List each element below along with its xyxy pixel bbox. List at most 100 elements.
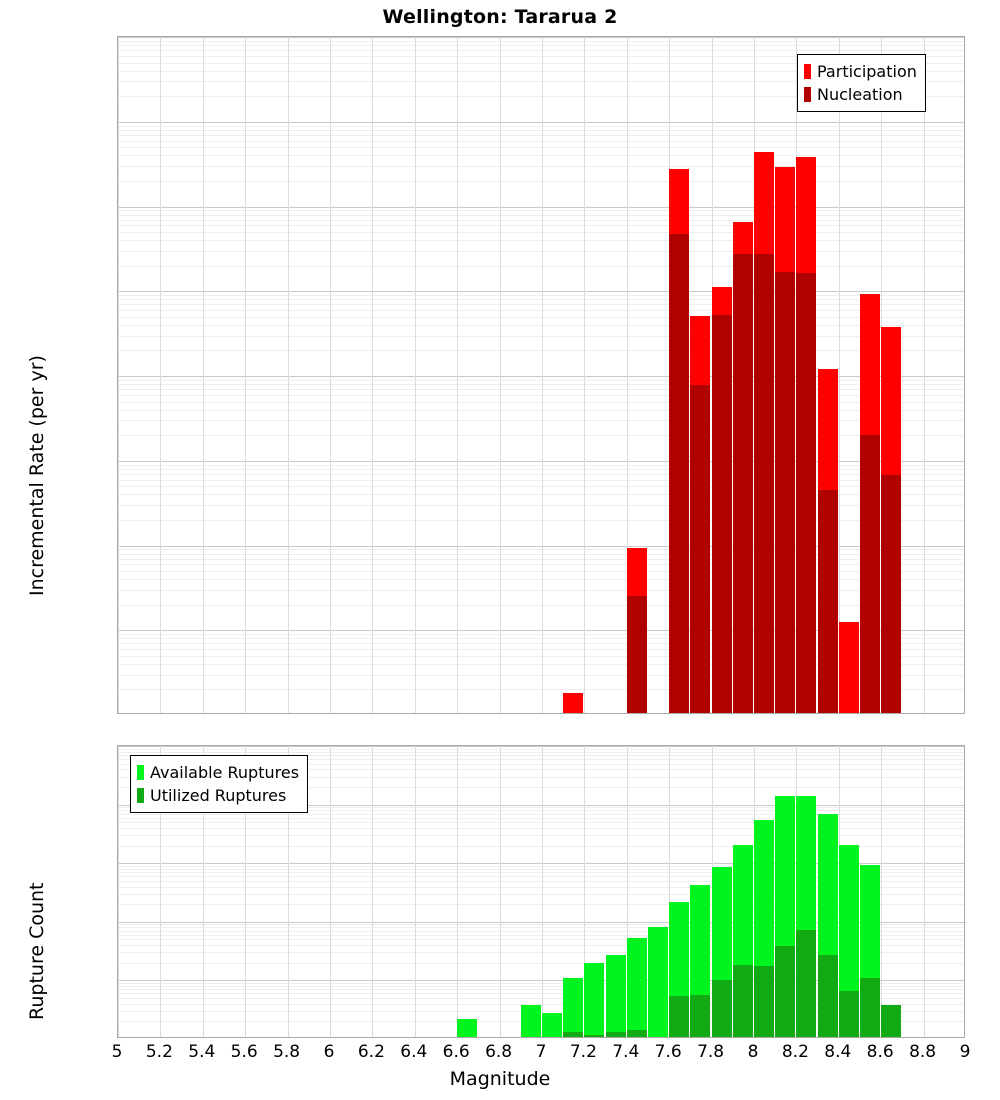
- gridline-minor: [118, 605, 964, 606]
- gridline-minor: [118, 872, 964, 873]
- gridline-minor: [118, 945, 964, 946]
- gridline-vertical: [372, 746, 373, 1037]
- bar-available-ruptures: [521, 1005, 541, 1037]
- gridline-minor: [118, 310, 964, 311]
- bar-available-ruptures: [584, 963, 604, 1037]
- gridline-minor: [118, 435, 964, 436]
- gridline-minor: [118, 887, 964, 888]
- legend-swatch-icon: [804, 64, 811, 80]
- bar-utilized-ruptures: [775, 946, 795, 1037]
- gridline-minor: [118, 420, 964, 421]
- bar-participation: [839, 622, 859, 713]
- gridline-minor: [118, 220, 964, 221]
- bar-nucleation: [818, 490, 838, 713]
- gridline-minor: [118, 810, 964, 811]
- legend-item: Nucleation: [804, 83, 917, 106]
- gridline-minor: [118, 96, 964, 97]
- legend-item: Available Ruptures: [137, 761, 299, 784]
- gridline-minor: [118, 638, 964, 639]
- gridline-minor: [118, 764, 964, 765]
- x-axis-tick: 7.4: [612, 1042, 640, 1062]
- gridline-minor: [118, 559, 964, 560]
- bar-utilized-ruptures: [754, 966, 774, 1037]
- gridline-minor: [118, 675, 964, 676]
- gridline-vertical: [457, 37, 458, 713]
- gridline-minor: [118, 807, 964, 808]
- gridline-minor: [118, 384, 964, 385]
- gridline-minor: [118, 986, 964, 987]
- gridline-minor: [118, 664, 964, 665]
- page-title: Wellington: Tararua 2: [382, 6, 618, 28]
- gridline-minor: [118, 1021, 964, 1022]
- gridline-vertical: [924, 746, 925, 1037]
- gridline-minor: [118, 299, 964, 300]
- legend-label: Available Ruptures: [150, 763, 300, 782]
- gridline-minor: [118, 395, 964, 396]
- x-axis-tick: 8: [747, 1042, 759, 1062]
- gridline-minor: [118, 147, 964, 148]
- gridline-minor: [118, 135, 964, 136]
- gridline-minor: [118, 881, 964, 882]
- legend-item: Participation: [804, 60, 917, 83]
- gridline-minor: [118, 866, 964, 867]
- x-axis-tick: 8.6: [866, 1042, 894, 1062]
- gridline-minor: [118, 210, 964, 211]
- gridline-vertical: [542, 746, 543, 1037]
- gridline-minor: [118, 656, 964, 657]
- x-axis-tick: 7: [535, 1042, 547, 1062]
- gridline-major: [118, 122, 964, 123]
- gridline-minor: [118, 835, 964, 836]
- incremental-rate-plot: [117, 36, 965, 714]
- legend-incremental-rate: Participation Nucleation: [797, 54, 926, 113]
- gridline-major: [118, 630, 964, 631]
- gridline-minor: [118, 505, 964, 506]
- gridline-minor: [118, 71, 964, 72]
- gridline-minor: [118, 45, 964, 46]
- gridline-vertical: [203, 37, 204, 713]
- gridline-vertical: [245, 746, 246, 1037]
- gridline-major: [118, 546, 964, 547]
- gridline-minor: [118, 998, 964, 999]
- gridline-minor: [118, 41, 964, 42]
- bar-available-ruptures: [606, 955, 626, 1037]
- gridline-minor: [118, 649, 964, 650]
- gridline-vertical: [288, 37, 289, 713]
- x-axis-tick: 5.8: [273, 1042, 301, 1062]
- y-axis-label-bottom: Rupture Count: [26, 882, 48, 1021]
- gridline-minor: [118, 474, 964, 475]
- gridline-minor: [118, 634, 964, 635]
- gridline-major: [118, 291, 964, 292]
- bar-utilized-ruptures: [627, 1030, 647, 1037]
- gridline-minor: [118, 564, 964, 565]
- gridline-minor: [118, 126, 964, 127]
- x-axis-label: Magnitude: [449, 1068, 551, 1090]
- gridline-minor: [118, 828, 964, 829]
- gridline-minor: [118, 931, 964, 932]
- bar-available-ruptures: [648, 927, 668, 1037]
- gridline-minor: [118, 81, 964, 82]
- x-axis-tick: 5: [111, 1042, 123, 1062]
- gridline-minor: [118, 325, 964, 326]
- gridline-vertical: [627, 746, 628, 1037]
- bar-nucleation: [754, 254, 774, 713]
- gridline-vertical: [330, 37, 331, 713]
- gridline-vertical: [542, 37, 543, 713]
- gridline-minor: [118, 317, 964, 318]
- gridline-vertical: [500, 746, 501, 1037]
- bar-available-ruptures: [457, 1019, 477, 1037]
- gridline-major: [118, 376, 964, 377]
- gridline-minor: [118, 266, 964, 267]
- gridline-minor: [118, 963, 964, 964]
- x-axis-tick: 5.6: [230, 1042, 258, 1062]
- gridline-major: [118, 980, 964, 981]
- gridline-vertical: [160, 37, 161, 713]
- gridline-minor: [118, 814, 964, 815]
- gridline-minor: [118, 787, 964, 788]
- gridline-minor: [118, 777, 964, 778]
- gridline-vertical: [372, 37, 373, 713]
- gridline-minor: [118, 251, 964, 252]
- gridline-minor: [118, 155, 964, 156]
- gridline-vertical: [881, 746, 882, 1037]
- gridline-minor: [118, 927, 964, 928]
